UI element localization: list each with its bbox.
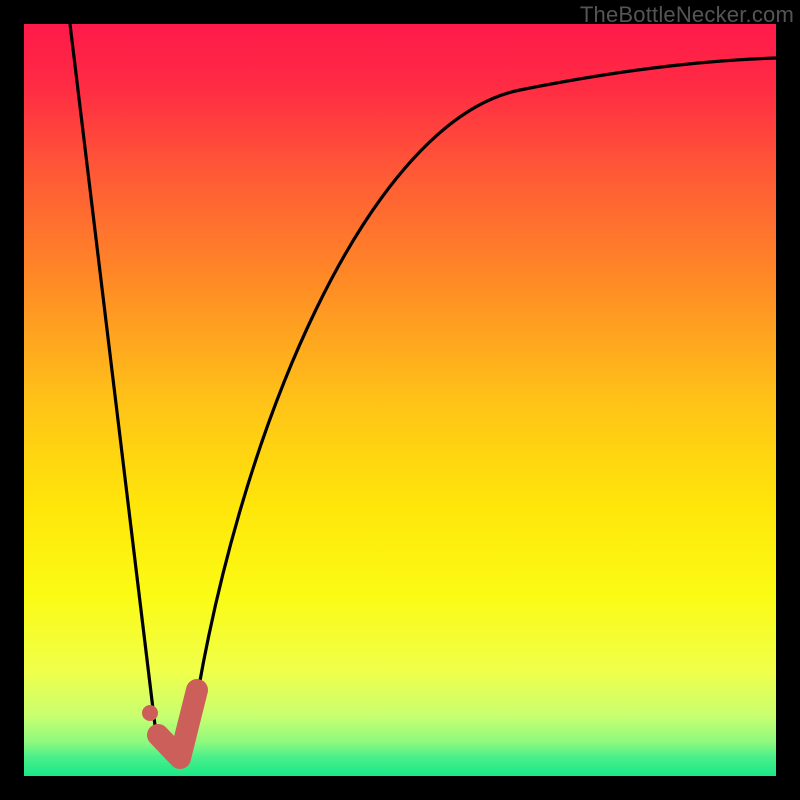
chart-gradient-bg [24, 24, 776, 776]
chart-canvas: TheBottleNecker.com [0, 0, 800, 800]
optimal-marker-dot [142, 705, 158, 721]
bottleneck-chart-svg [0, 0, 800, 800]
watermark-text: TheBottleNecker.com [580, 2, 794, 28]
